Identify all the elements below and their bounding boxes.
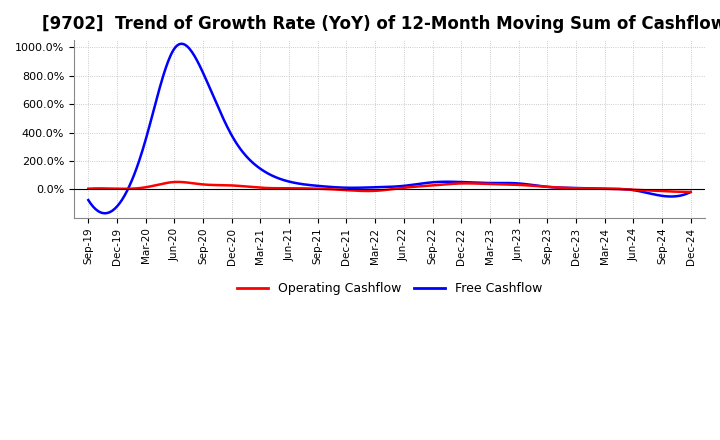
Free Cashflow bbox=[372, 185, 381, 190]
Free Cashflow bbox=[674, 193, 683, 198]
Operating Cashflow bbox=[673, 189, 682, 194]
Operating Cashflow bbox=[686, 189, 695, 194]
Free Cashflow bbox=[413, 182, 421, 187]
Free Cashflow bbox=[445, 179, 454, 184]
Operating Cashflow bbox=[579, 186, 588, 191]
Line: Free Cashflow: Free Cashflow bbox=[89, 44, 690, 213]
Free Cashflow bbox=[84, 198, 93, 203]
Line: Operating Cashflow: Operating Cashflow bbox=[89, 182, 690, 192]
Operating Cashflow bbox=[174, 179, 182, 184]
Title: [9702]  Trend of Growth Rate (YoY) of 12-Month Moving Sum of Cashflows: [9702] Trend of Growth Rate (YoY) of 12-… bbox=[42, 15, 720, 33]
Free Cashflow bbox=[101, 211, 109, 216]
Operating Cashflow bbox=[375, 188, 384, 193]
Free Cashflow bbox=[177, 41, 186, 47]
Operating Cashflow bbox=[372, 188, 380, 194]
Free Cashflow bbox=[376, 184, 384, 190]
Legend: Operating Cashflow, Free Cashflow: Operating Cashflow, Free Cashflow bbox=[232, 278, 547, 301]
Operating Cashflow bbox=[411, 184, 420, 189]
Free Cashflow bbox=[686, 189, 695, 194]
Free Cashflow bbox=[580, 186, 589, 191]
Operating Cashflow bbox=[84, 186, 93, 191]
Operating Cashflow bbox=[444, 182, 452, 187]
